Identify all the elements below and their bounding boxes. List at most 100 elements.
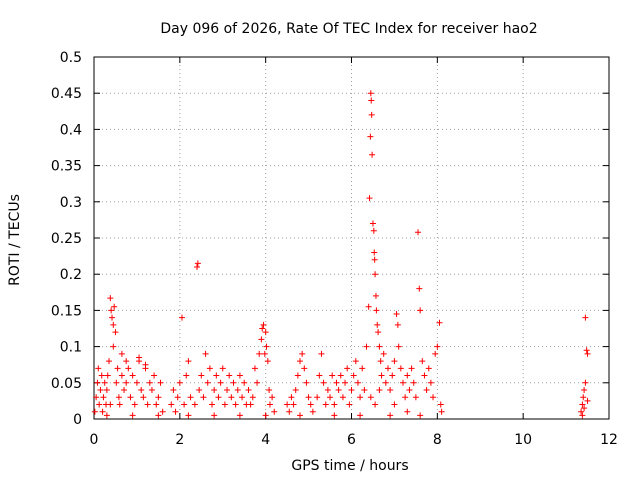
data-point	[582, 314, 589, 321]
data-point	[245, 387, 252, 394]
data-point	[425, 365, 432, 372]
data-point	[172, 408, 179, 415]
data-point	[301, 365, 308, 372]
data-point	[581, 387, 588, 394]
data-point	[148, 387, 155, 394]
data-point	[112, 329, 119, 336]
data-point	[108, 307, 115, 314]
data-point	[432, 350, 439, 357]
y-tick-label: 0.15	[51, 303, 82, 319]
data-point	[230, 379, 237, 386]
data-point	[369, 220, 376, 227]
data-point	[224, 387, 231, 394]
data-point	[419, 358, 426, 365]
data-point	[133, 379, 140, 386]
y-tick-label: 0.4	[60, 122, 82, 138]
data-point	[305, 394, 312, 401]
data-point	[400, 379, 406, 386]
data-point	[144, 401, 151, 408]
x-axis-label: GPS time / hours	[291, 458, 408, 474]
data-point	[373, 307, 380, 314]
data-point	[434, 343, 441, 350]
data-point	[369, 151, 376, 158]
data-point	[142, 361, 149, 368]
data-point	[264, 358, 271, 365]
data-point	[290, 401, 297, 408]
data-point	[309, 408, 316, 415]
data-point	[256, 350, 263, 357]
data-point	[394, 321, 401, 328]
data-point	[219, 365, 226, 372]
data-point	[107, 401, 114, 408]
data-point	[217, 379, 224, 386]
data-point	[327, 394, 334, 401]
x-tick-label: 12	[600, 432, 618, 448]
x-tick-label: 6	[347, 432, 356, 448]
data-point	[209, 401, 216, 408]
data-point	[247, 401, 254, 408]
data-point	[221, 401, 228, 408]
data-point	[342, 379, 349, 386]
data-point	[307, 401, 314, 408]
data-point	[187, 394, 194, 401]
data-point	[437, 401, 444, 408]
data-point	[129, 412, 136, 419]
data-point	[191, 401, 198, 408]
data-point	[361, 387, 368, 394]
data-point	[333, 379, 340, 386]
data-point	[115, 394, 122, 401]
data-point	[320, 379, 327, 386]
data-point	[263, 343, 270, 350]
data-point	[96, 401, 103, 408]
x-tick-label: 2	[175, 432, 184, 448]
data-point	[181, 401, 188, 408]
data-point	[294, 372, 301, 379]
data-point	[297, 358, 303, 365]
data-point	[359, 365, 366, 372]
data-point	[376, 343, 383, 350]
data-point	[417, 412, 424, 419]
data-point	[226, 372, 233, 379]
data-point	[155, 394, 162, 401]
data-point	[174, 394, 181, 401]
data-point	[391, 358, 398, 365]
data-point	[318, 350, 325, 357]
data-point	[95, 365, 102, 372]
data-point	[368, 111, 375, 118]
data-point	[380, 350, 387, 357]
data-point	[109, 314, 116, 321]
data-point	[423, 387, 430, 394]
data-point	[415, 229, 422, 236]
y-tick-label: 0.35	[51, 159, 82, 175]
data-point	[397, 365, 404, 372]
data-point	[408, 365, 415, 372]
data-point	[372, 292, 379, 299]
data-point	[94, 379, 101, 386]
data-point	[110, 321, 117, 328]
data-point	[228, 394, 235, 401]
data-point	[131, 401, 138, 408]
data-point	[232, 401, 239, 408]
y-tick-label: 0.3	[60, 195, 82, 211]
data-point	[371, 249, 378, 256]
data-point	[580, 394, 587, 401]
data-point	[417, 307, 424, 314]
data-point	[350, 372, 357, 379]
x-tick-label: 10	[514, 432, 532, 448]
data-point	[185, 412, 192, 419]
data-point	[389, 372, 396, 379]
data-point	[352, 358, 359, 365]
data-point	[170, 387, 177, 394]
data-point	[357, 394, 364, 401]
data-point	[421, 372, 428, 379]
data-point	[196, 387, 203, 394]
data-point	[123, 379, 130, 386]
data-point	[427, 379, 434, 386]
y-tick-label: 0.25	[51, 231, 82, 247]
data-point	[213, 372, 220, 379]
data-point	[93, 394, 100, 401]
y-tick-label: 0.2	[60, 267, 82, 283]
data-point	[582, 379, 589, 386]
axis-ticks	[93, 56, 610, 420]
data-point	[365, 303, 372, 310]
